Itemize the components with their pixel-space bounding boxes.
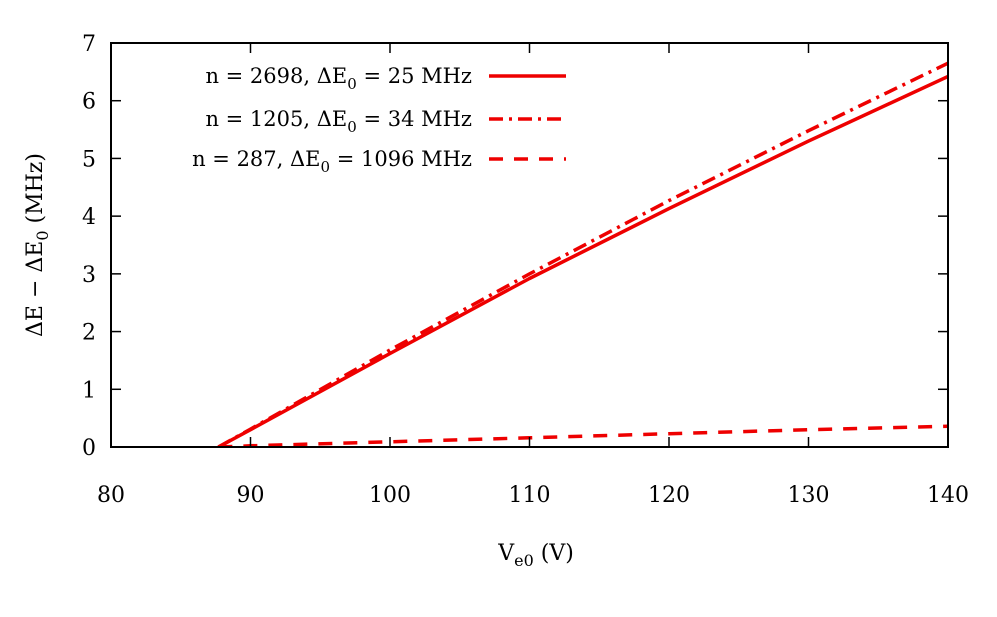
x-axis-label-sub: e0 bbox=[514, 551, 534, 570]
x-tick-label-130: 130 bbox=[788, 483, 830, 508]
x-axis-label-main: V bbox=[497, 541, 515, 566]
legend-label-2: n = 1205, ΔE0 = 34 MHz bbox=[205, 107, 472, 136]
legend-label-sub: 0 bbox=[347, 118, 357, 136]
y-tick-label-0: 0 bbox=[82, 436, 96, 461]
y-axis-label-p1: ΔE − ΔE bbox=[23, 241, 48, 337]
legend-label-main: n = 287, ΔE bbox=[192, 147, 320, 171]
legend-label-3: n = 287, ΔE0 = 1096 MHz bbox=[192, 147, 472, 176]
x-tick-label-100: 100 bbox=[369, 483, 411, 508]
legend-entry-2: n = 1205, ΔE0 = 34 MHz bbox=[205, 107, 566, 136]
legend-entry-1: n = 2698, ΔE0 = 25 MHz bbox=[205, 64, 566, 93]
y-tick-label-2: 2 bbox=[82, 321, 96, 346]
x-tick-label-110: 110 bbox=[509, 483, 551, 508]
x-tick-label-80: 80 bbox=[97, 483, 125, 508]
legend-entry-3: n = 287, ΔE0 = 1096 MHz bbox=[192, 147, 566, 176]
legend-label-tail: = 25 MHz bbox=[357, 64, 472, 88]
legend-label-sub: 0 bbox=[347, 75, 357, 93]
y-axis-label-sub: 0 bbox=[33, 230, 52, 240]
ticks-layer: 80 90 100 110 120 130 140 0 1 2 3 4 5 6 7 bbox=[82, 32, 969, 508]
legend-label-main: n = 2698, ΔE bbox=[205, 64, 347, 88]
y-tick-label-6: 6 bbox=[82, 90, 96, 115]
legend-label-sub: 0 bbox=[321, 158, 331, 176]
y-axis-label: ΔE − ΔE0 (MHz) bbox=[23, 153, 52, 337]
x-tick-label-140: 140 bbox=[927, 483, 969, 508]
legend-label-1: n = 2698, ΔE0 = 25 MHz bbox=[205, 64, 472, 93]
y-tick-label-5: 5 bbox=[82, 147, 96, 172]
x-tick-label-120: 120 bbox=[648, 483, 690, 508]
y-tick-label-4: 4 bbox=[82, 205, 96, 230]
x-tick-label-90: 90 bbox=[237, 483, 265, 508]
x-axis-label-tail: (V) bbox=[534, 541, 574, 566]
y-tick-label-3: 3 bbox=[82, 263, 96, 288]
y-tick-label-1: 1 bbox=[82, 378, 96, 403]
legend-label-tail: = 1096 MHz bbox=[330, 147, 472, 171]
series-line-2 bbox=[217, 61, 948, 447]
legend-label-main: n = 1205, ΔE bbox=[205, 107, 347, 131]
x-axis-label: Ve0 (V) bbox=[497, 541, 574, 570]
y-tick-label-7: 7 bbox=[82, 32, 96, 57]
y-axis-label-p2: (MHz) bbox=[23, 153, 48, 230]
legend-label-tail: = 34 MHz bbox=[357, 107, 472, 131]
